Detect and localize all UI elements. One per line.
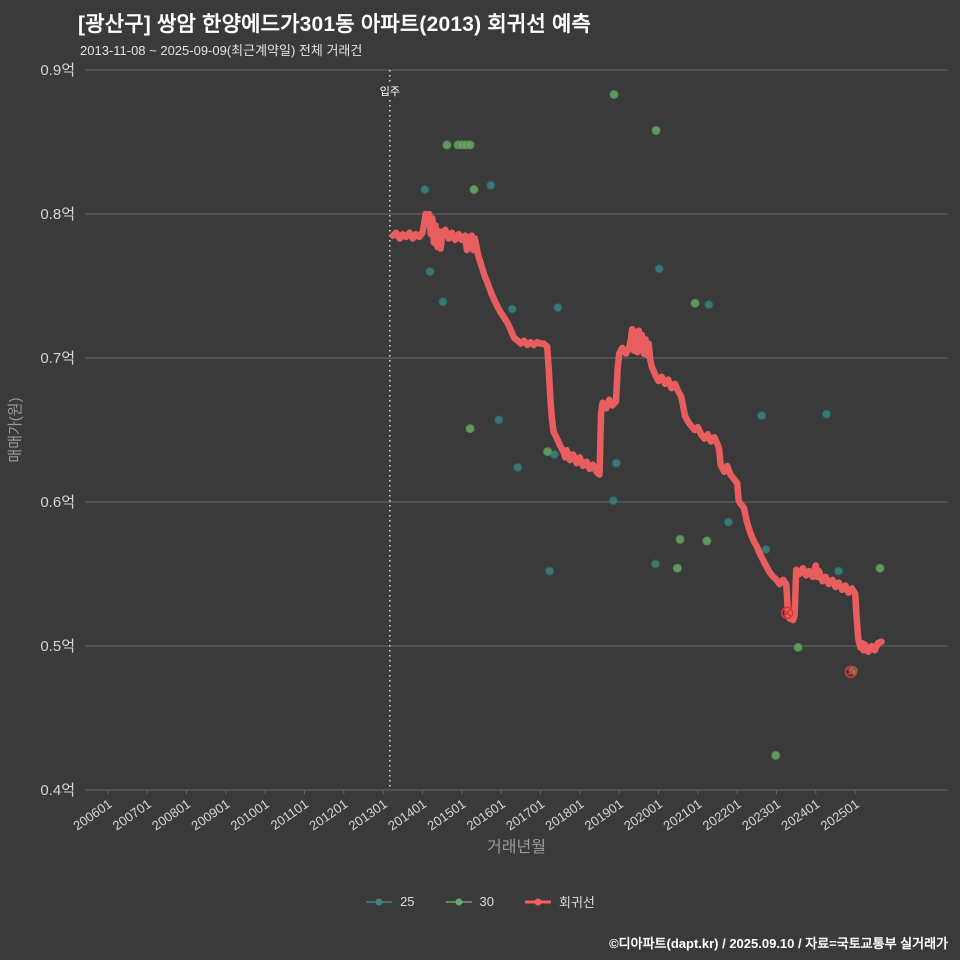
y-tick-label: 0.6억 [40, 494, 75, 511]
outlier-circle-x-icon [780, 606, 794, 620]
x-tick-label: 202001 [621, 796, 665, 833]
legend-glyph-icon [445, 898, 472, 905]
x-tick-label: 202401 [778, 796, 822, 833]
x-tick-label: 201401 [385, 796, 429, 833]
scatter-point-25 [650, 559, 660, 569]
x-tick-label: 200801 [149, 796, 193, 833]
scatter-point-30 [543, 447, 553, 457]
x-tick-label: 201901 [582, 796, 626, 833]
x-tick-label: 201001 [228, 796, 272, 833]
scatter-point-25 [822, 409, 831, 419]
x-tick-label: 201301 [346, 796, 390, 833]
scatter-point-25 [425, 267, 435, 277]
y-tick-label: 0.4억 [40, 782, 75, 799]
scatter-point-30 [442, 140, 452, 150]
x-axis-title: 거래년월 [487, 838, 546, 856]
x-tick-label: 202101 [660, 796, 704, 833]
scatter-point-25 [654, 264, 664, 274]
legend-item-회귀선: 회귀선 [524, 892, 595, 911]
scatter-point-25 [724, 517, 733, 527]
chart-subtitle: 2013-11-08 ~ 2025-09-09(최근계약일) 전체 거래건 [80, 43, 363, 58]
scatter-point-30 [875, 563, 885, 573]
scatter-point-25 [513, 462, 523, 472]
footer-credit: ©디아파트(dapt.kr) / 2025.09.10 / 자료=국토교통부 실… [609, 936, 948, 951]
regression-line [389, 210, 885, 656]
scatter-point-25 [494, 415, 504, 425]
legend-label: 30 [479, 894, 495, 909]
x-tick-label: 202301 [739, 796, 783, 833]
legend-glyph-icon [525, 898, 552, 905]
legend-glyph-icon [366, 898, 393, 905]
x-tick-label: 201501 [424, 796, 468, 833]
x-tick-label: 202501 [818, 796, 862, 833]
y-tick-label: 0.7억 [40, 350, 75, 367]
scatter-point-30 [672, 563, 682, 573]
scatter-point-25 [834, 566, 844, 576]
legend-item-30: 30 [445, 894, 494, 909]
move-in-label: 입주 [380, 85, 400, 98]
scatter-point-30 [609, 90, 619, 99]
x-tick-label: 200601 [70, 796, 114, 833]
outlier-circle-x-icon [844, 665, 858, 679]
scatter-point-30 [651, 126, 661, 135]
scatter-point-25 [486, 180, 496, 190]
x-tick-label: 200701 [110, 796, 154, 833]
scatter-point-25 [704, 300, 714, 310]
chart-title: [광산구] 쌍암 한양에드가301동 아파트(2013) 회귀선 예측 [78, 13, 591, 36]
scatter-point-25 [438, 297, 448, 307]
scatter-point-25 [545, 566, 554, 576]
scatter-point-25 [611, 458, 621, 468]
outlier-x-stroke [846, 667, 855, 677]
scatter-point-25 [420, 185, 430, 194]
scatter-point-25 [761, 545, 771, 554]
legend-label: 회귀선 [559, 895, 595, 910]
y-axis-title: 매매가(원) [7, 397, 24, 462]
scatter-point-30 [690, 298, 700, 308]
scatter-point-30 [465, 140, 475, 150]
scatter-point-25 [757, 411, 767, 421]
outlier-x-stroke [782, 608, 792, 618]
y-tick-label: 0.8억 [40, 206, 75, 223]
scatter-point-30 [469, 185, 479, 194]
y-tick-label: 0.9억 [40, 62, 75, 79]
scatter-point-25 [608, 496, 618, 506]
y-tick-label: 0.5억 [40, 638, 75, 655]
scatter-point-30 [793, 642, 803, 652]
x-tick-label: 201201 [306, 796, 350, 833]
scatter-point-30 [675, 534, 685, 544]
x-tick-label: 202201 [700, 796, 744, 833]
chart-legend: 25 30 회귀선 [0, 892, 960, 911]
legend-label: 25 [400, 894, 415, 909]
legend-item-25: 25 [365, 894, 415, 909]
scatter-point-25 [553, 303, 563, 313]
move-in-label-bg [376, 84, 403, 98]
x-tick-label: 201101 [268, 796, 311, 833]
scatter-point-30 [702, 536, 712, 546]
x-tick-label: 201701 [503, 796, 547, 833]
x-tick-label: 200901 [188, 796, 232, 833]
x-tick-label: 201801 [542, 796, 586, 833]
scatter-point-30 [465, 424, 475, 434]
scatter-point-25 [507, 304, 517, 314]
x-tick-label: 201601 [464, 796, 508, 833]
scatter-point-30 [771, 750, 781, 760]
